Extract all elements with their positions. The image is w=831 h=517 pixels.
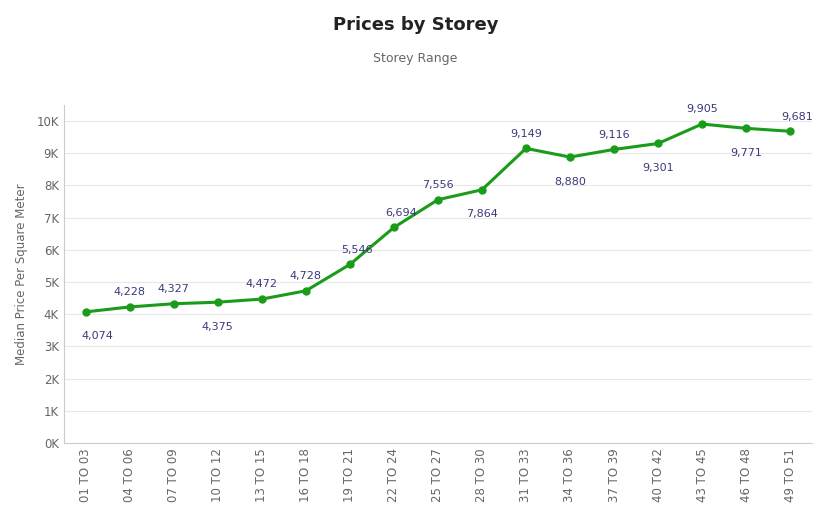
Text: 4,074: 4,074 — [81, 331, 113, 341]
Text: 9,149: 9,149 — [510, 129, 542, 139]
Text: 7,864: 7,864 — [466, 209, 498, 219]
Text: 9,116: 9,116 — [598, 130, 630, 140]
Y-axis label: Median Price Per Square Meter: Median Price Per Square Meter — [15, 183, 28, 365]
Text: Storey Range: Storey Range — [373, 52, 458, 65]
Text: 4,472: 4,472 — [246, 279, 278, 290]
Text: 8,880: 8,880 — [554, 176, 586, 187]
Text: 9,681: 9,681 — [781, 112, 813, 121]
Text: 9,905: 9,905 — [686, 104, 718, 114]
Text: 5,546: 5,546 — [341, 245, 372, 255]
Text: 4,728: 4,728 — [290, 271, 322, 281]
Text: 4,375: 4,375 — [202, 322, 234, 331]
Text: 7,556: 7,556 — [422, 180, 454, 190]
Text: Prices by Storey: Prices by Storey — [332, 16, 499, 34]
Text: 4,228: 4,228 — [114, 287, 145, 297]
Text: 9,771: 9,771 — [730, 148, 762, 158]
Text: 9,301: 9,301 — [642, 163, 674, 173]
Text: 6,694: 6,694 — [385, 208, 416, 218]
Text: 4,327: 4,327 — [158, 284, 189, 294]
